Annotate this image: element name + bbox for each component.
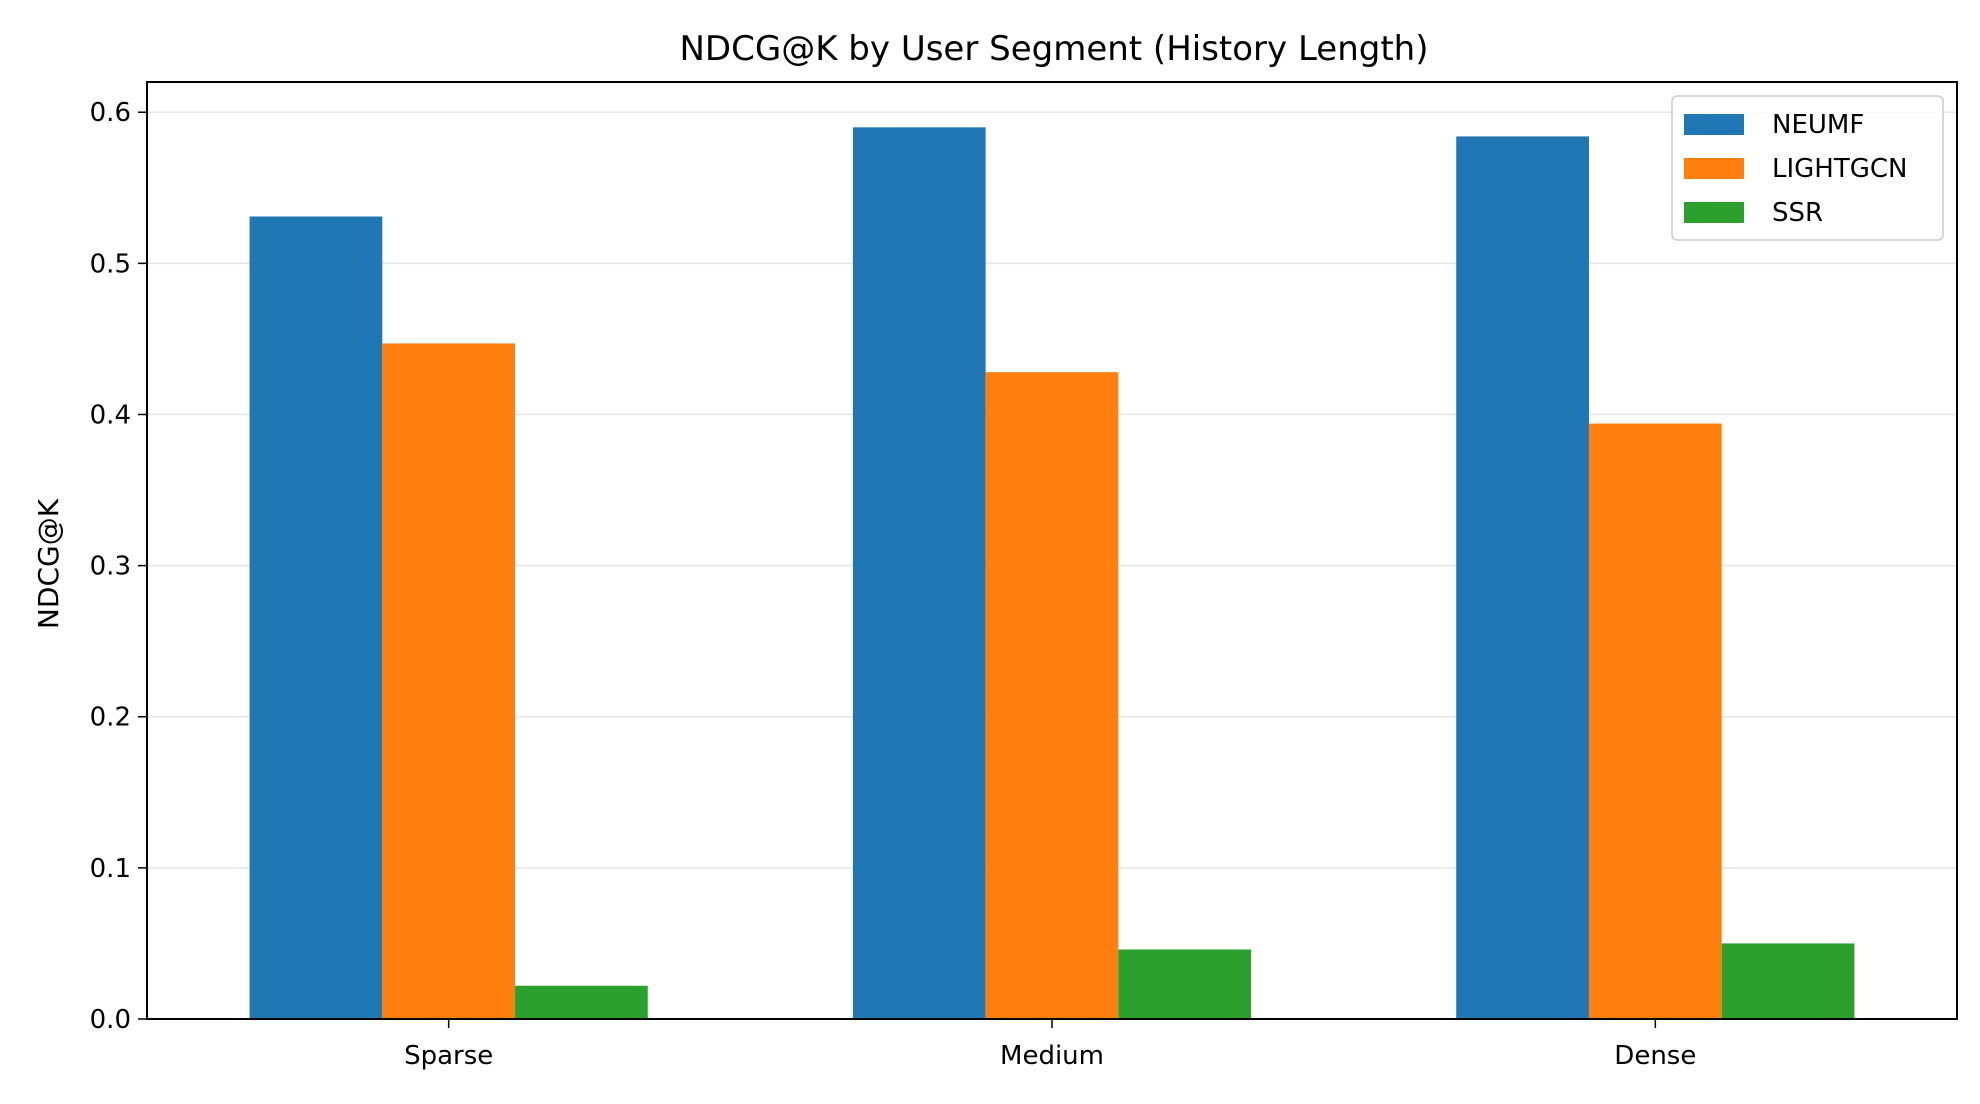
plot-frame — [146, 81, 1958, 1020]
x-tick-label: Dense — [1614, 1041, 1696, 1071]
bar-lightgcn-dense — [1588, 423, 1722, 1019]
y-tick-label: 0.0 — [90, 1005, 131, 1035]
legend-swatch-lightgcn — [1684, 158, 1744, 179]
bar-neumf-medium — [852, 127, 986, 1020]
y-axis-label: NDCG@K — [32, 498, 65, 629]
bar-neumf-sparse — [249, 216, 383, 1020]
legend-label-neumf: NEUMF — [1772, 110, 1864, 140]
x-tick-label: Medium — [1000, 1041, 1104, 1071]
legend: NEUMF LIGHTGCN SSR — [1671, 95, 1944, 241]
bar-neumf-dense — [1456, 136, 1589, 1020]
legend-label-lightgcn: LIGHTGCN — [1772, 154, 1907, 184]
legend-swatch-ssr — [1684, 202, 1744, 223]
bar-lightgcn-sparse — [382, 343, 516, 1019]
axes: 0.0 0.1 0.2 0.3 0.4 0.5 0.6 Sparse Medium Dense — [90, 81, 1958, 1071]
bar-ssr-dense — [1721, 943, 1855, 1019]
y-tick-label: 0.3 — [90, 552, 131, 582]
bar-ssr-sparse — [515, 985, 648, 1019]
legend-label-ssr: SSR — [1772, 198, 1823, 228]
bars — [249, 127, 1855, 1020]
x-tick-label: Sparse — [404, 1041, 493, 1071]
y-tick-label: 0.2 — [90, 703, 131, 733]
y-tick-label: 0.6 — [90, 98, 131, 128]
y-tick-label: 0.1 — [90, 854, 131, 884]
y-tick-label: 0.5 — [90, 249, 131, 279]
legend-swatch-neumf — [1684, 114, 1744, 135]
bar-ssr-medium — [1118, 949, 1252, 1019]
bar-lightgcn-medium — [985, 372, 1119, 1020]
y-tick-label: 0.4 — [90, 400, 131, 430]
chart-title: NDCG@K by User Segment (History Length) — [680, 29, 1429, 69]
